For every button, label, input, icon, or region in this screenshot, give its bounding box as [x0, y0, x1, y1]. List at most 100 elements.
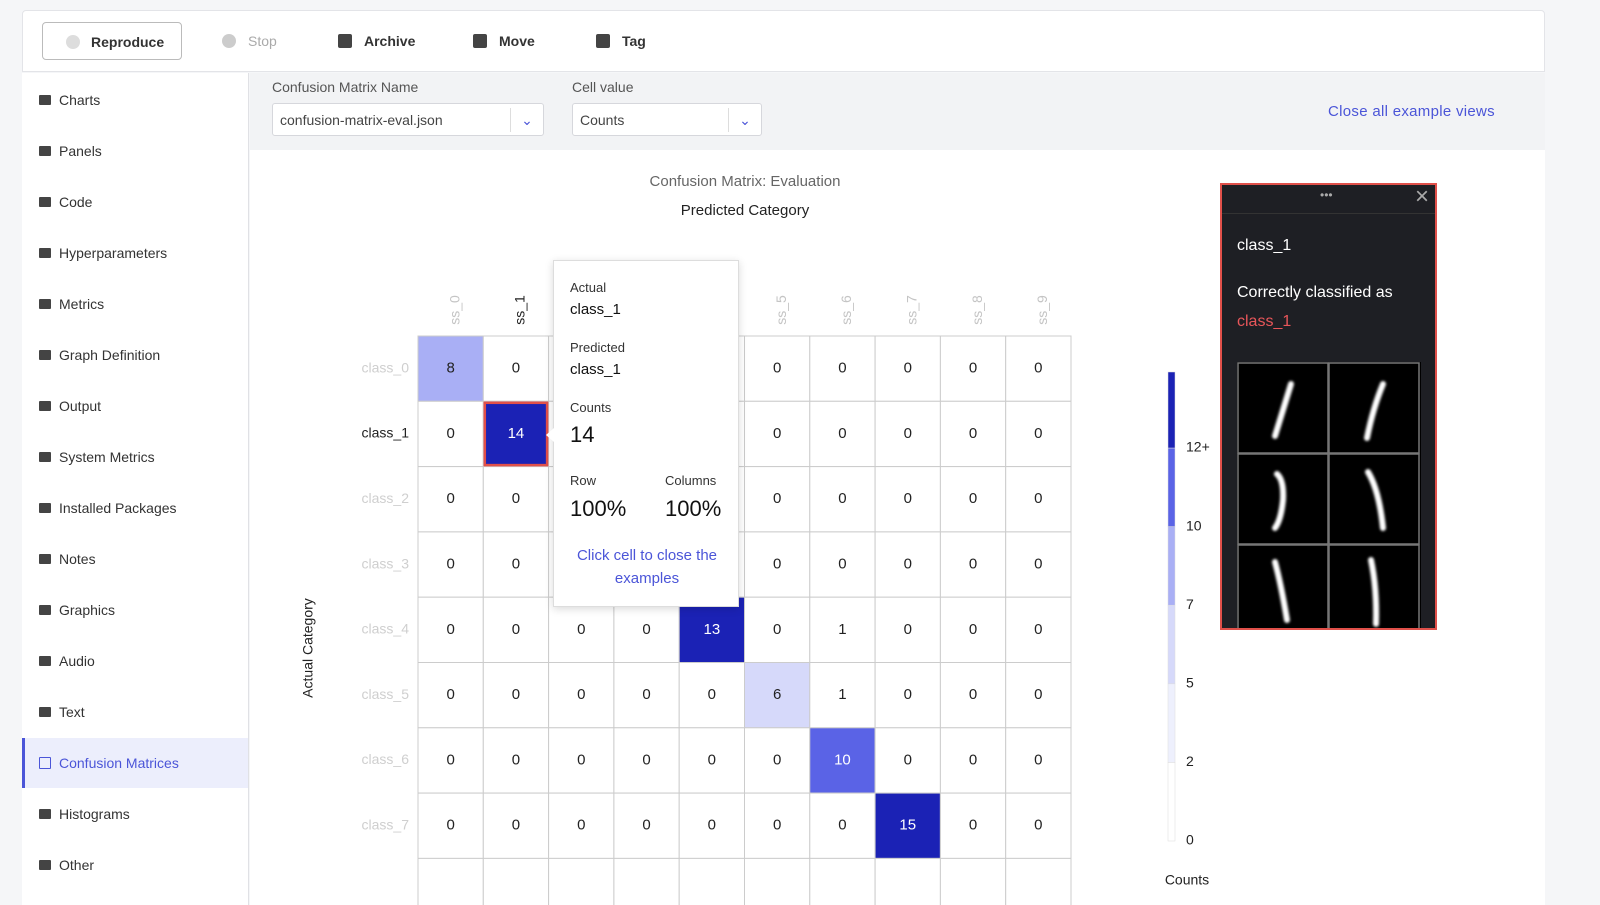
examples-title: class_1	[1237, 237, 1292, 254]
matrix-cell[interactable]	[613, 596, 680, 664]
cell-value: 0	[773, 556, 781, 573]
matrix-cell[interactable]	[548, 792, 615, 859]
cell-value: 0	[446, 490, 454, 507]
matrix-cell[interactable]	[417, 792, 484, 859]
matrix-cell[interactable]	[482, 792, 550, 859]
toolbar-icon	[66, 35, 80, 49]
matrix-cell[interactable]	[1005, 662, 1072, 729]
sidebar-item[interactable]: Audio	[22, 636, 248, 686]
matrix-cell[interactable]	[809, 466, 876, 533]
matrix-cell[interactable]	[809, 727, 876, 794]
tooltip-hint[interactable]: Click cell to close the examples	[576, 547, 718, 587]
matrix-cell[interactable]	[417, 400, 484, 468]
cell-value: 0	[512, 621, 520, 638]
matrix-cell[interactable]	[613, 727, 680, 794]
sidebar-item[interactable]: Text	[22, 687, 248, 737]
matrix-cell[interactable]	[874, 531, 941, 598]
matrix-cell[interactable]	[744, 662, 811, 729]
matrix-cell[interactable]	[744, 335, 811, 402]
matrix-cell[interactable]	[417, 531, 484, 598]
sidebar-item[interactable]: Output	[22, 381, 248, 431]
matrix-cell[interactable]	[939, 531, 1007, 598]
cell-value: 0	[577, 751, 585, 768]
matrix-cell[interactable]	[1005, 335, 1072, 402]
sidebar-item[interactable]: Notes	[22, 534, 248, 584]
matrix-cell-partial	[417, 857, 484, 905]
matrix-cell[interactable]	[874, 727, 941, 794]
sidebar-label: Output	[59, 398, 102, 414]
matrix-cell[interactable]	[482, 531, 550, 598]
sidebar-item[interactable]: Panels	[22, 126, 248, 176]
matrix-cell[interactable]	[809, 792, 876, 859]
sidebar-item[interactable]: Confusion Matrices	[22, 738, 248, 788]
matrix-cell[interactable]	[482, 727, 550, 794]
sidebar-item[interactable]: Metrics	[22, 279, 248, 329]
cell-value: 0	[577, 817, 585, 834]
sidebar-item[interactable]: Graph Definition	[22, 330, 248, 380]
matrix-cell[interactable]	[482, 662, 550, 729]
cell-value: 0	[904, 556, 912, 573]
sidebar-item[interactable]: System Metrics	[22, 432, 248, 482]
legend-swatch	[1167, 526, 1176, 606]
sidebar-item[interactable]: Other	[22, 840, 248, 890]
matrix-cell[interactable]	[613, 792, 680, 859]
cell-value: 0	[904, 751, 912, 768]
matrix-cell[interactable]	[744, 792, 811, 859]
matrix-cell[interactable]	[417, 596, 484, 664]
cell-value: 0	[512, 817, 520, 834]
matrix-cell[interactable]	[939, 792, 1007, 859]
row-label: class_3	[362, 555, 410, 571]
matrix-cell[interactable]	[939, 662, 1007, 729]
matrix-cell[interactable]	[874, 792, 941, 859]
matrix-cell[interactable]	[809, 531, 876, 598]
sidebar-label: Histograms	[59, 806, 130, 822]
sidebar-item[interactable]: Hyperparameters	[22, 228, 248, 278]
close-button[interactable]: ×	[1414, 183, 1429, 210]
sidebar-label: Graphics	[59, 602, 116, 618]
toolbar-button[interactable]: Reproduce	[42, 22, 182, 60]
sidebar-item[interactable]: Charts	[22, 75, 248, 125]
close-all-link[interactable]: Close all example views	[1328, 103, 1495, 120]
matrix-cell[interactable]	[744, 400, 811, 468]
tooltip-value: class_1	[570, 361, 621, 378]
cell-select[interactable]: Counts ⌄	[572, 103, 762, 136]
name-select[interactable]: confusion-matrix-eval.json ⌄	[272, 103, 544, 136]
matrix-cell[interactable]	[1005, 792, 1072, 859]
matrix-cell[interactable]	[1005, 727, 1072, 794]
sidebar-item[interactable]: Installed Packages	[22, 483, 248, 533]
cell-value: 0	[642, 686, 650, 703]
matrix-cell[interactable]	[939, 727, 1007, 794]
sidebar-item[interactable]: Histograms	[22, 789, 248, 839]
matrix-cell[interactable]	[482, 400, 550, 468]
matrix-cell[interactable]	[744, 466, 811, 533]
matrix-cell[interactable]	[548, 596, 615, 664]
matrix-cell[interactable]	[417, 466, 484, 533]
matrix-cell[interactable]	[874, 596, 941, 664]
matrix-cell[interactable]	[1005, 596, 1072, 664]
matrix-cell[interactable]	[678, 596, 746, 664]
matrix-cell[interactable]	[744, 727, 811, 794]
cell-value: 0	[512, 686, 520, 703]
cell-value: 10	[834, 751, 851, 768]
column-label: ss_6	[838, 295, 854, 325]
cell-value: 0	[1034, 686, 1042, 703]
cell-value: 0	[904, 360, 912, 377]
matrix-cell[interactable]	[417, 727, 484, 794]
tooltip-row: 100%	[570, 496, 627, 521]
sidebar-label: Notes	[59, 551, 96, 567]
matrix-cell[interactable]	[874, 662, 941, 729]
cell-value: 0	[708, 817, 716, 834]
matrix-cell[interactable]	[939, 596, 1007, 664]
cell-value: 0	[1034, 556, 1042, 573]
cell-value: 0	[838, 556, 846, 573]
sidebar-item[interactable]: Code	[22, 177, 248, 227]
sidebar-icon	[39, 809, 51, 819]
matrix-cell[interactable]	[548, 662, 615, 729]
sidebar-item[interactable]: Graphics	[22, 585, 248, 635]
matrix-cell[interactable]	[482, 466, 550, 533]
matrix-cell[interactable]	[809, 596, 876, 664]
matrix-cell[interactable]	[548, 727, 615, 794]
matrix-cell[interactable]	[874, 400, 941, 468]
matrix-cell[interactable]	[1005, 466, 1072, 533]
